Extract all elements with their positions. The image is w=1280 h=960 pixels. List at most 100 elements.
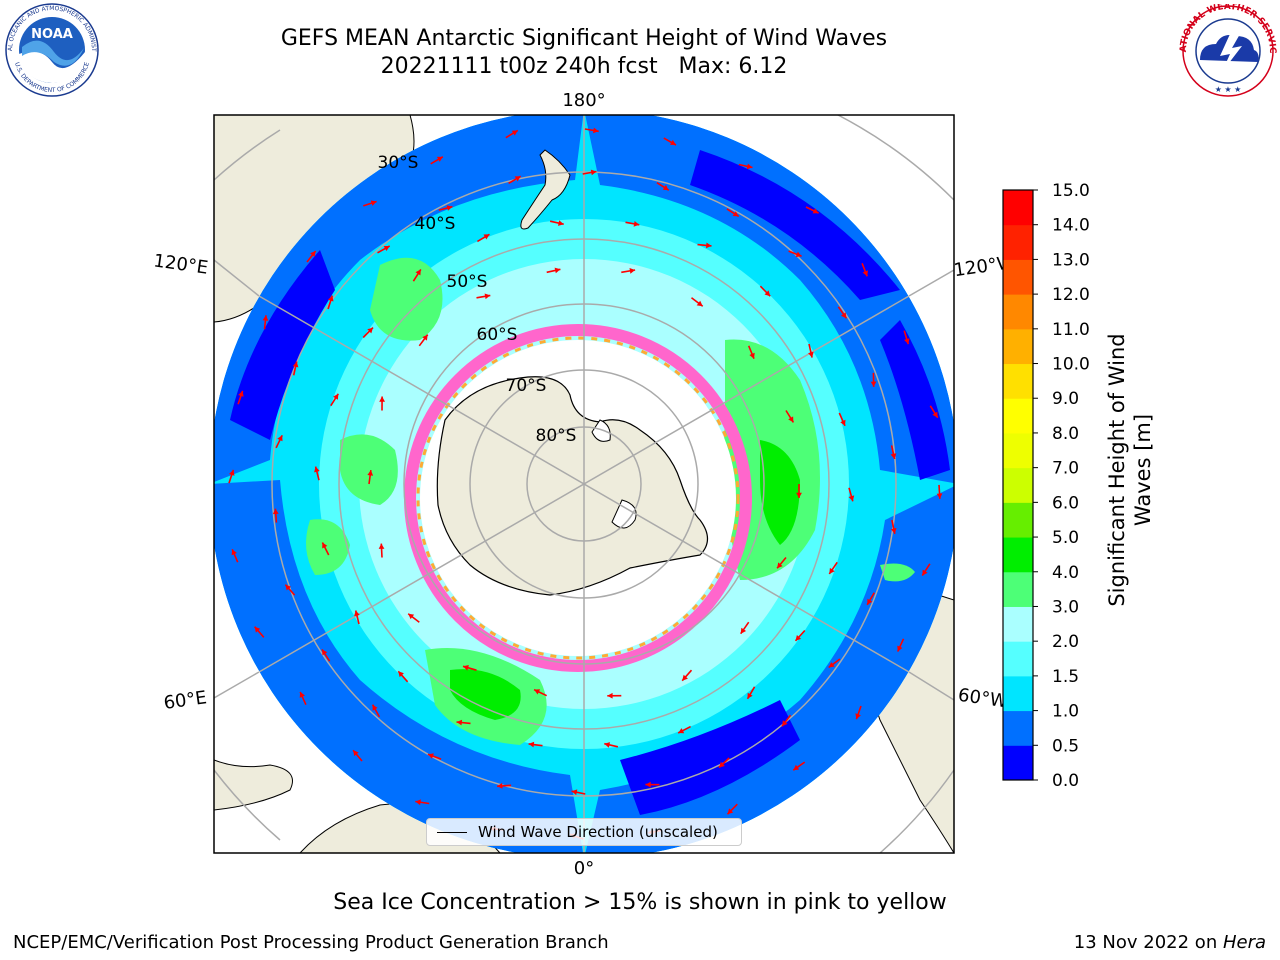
wave-direction-arrow-head [463, 665, 469, 671]
footer-host: Hera [1222, 932, 1266, 953]
wave-direction-arrow-head [727, 808, 734, 815]
wave-direction-arrow-head [299, 691, 305, 698]
colorbar-segment [1003, 710, 1033, 746]
lon-label-60e: 60°E [162, 687, 208, 714]
wave-direction-arrow-head [793, 764, 800, 771]
wave-direction-arrow-head [719, 761, 725, 768]
nws-logo: NATIONAL WEATHER SERVICE ★ ★ ★ [1178, 4, 1277, 97]
colorbar-segment [1003, 675, 1033, 712]
colorbar-title: Significant Height of Wind Waves [m] [1105, 333, 1155, 607]
wave-direction-arrow-head [415, 799, 421, 806]
legend-label: Wind Wave Direction (unscaled) [478, 823, 718, 841]
lon-label-180: 180° [562, 90, 605, 111]
caption: Sea Ice Concentration > 15% is shown in … [333, 890, 947, 915]
wave-direction-arrow-head [314, 466, 320, 473]
wave-direction-arrow-head [328, 295, 334, 302]
graticule [214, 115, 954, 853]
colorbar-segment [1003, 467, 1033, 503]
wave-direction-arrow-head [534, 689, 541, 695]
wave-direction-arrow-head [848, 495, 855, 502]
wave-direction-arrow-head [645, 781, 651, 788]
wave-direction-arrow-head [378, 543, 385, 549]
wave-direction-arrow-head [670, 139, 676, 145]
lat-label-30s: 30°S [378, 153, 419, 173]
footer-credit: NCEP/EMC/Verification Post Processing Pr… [13, 932, 609, 953]
wave-direction-arrow-head [484, 293, 491, 300]
wave-direction-arrow-head [379, 396, 385, 402]
wave-direction-arrow-head [262, 315, 269, 321]
wave-direction-arrow-head [310, 251, 316, 257]
wave-direction-arrow-head [706, 242, 712, 249]
colorbar-tick-label: 13.0 [1052, 250, 1090, 270]
wave-direction-arrow-head [682, 674, 688, 681]
lon-label-0: 0° [574, 858, 594, 879]
colorbar-tick-label: 7.0 [1052, 459, 1079, 479]
colorbar-tick-label: 3.0 [1052, 597, 1079, 617]
antarctica [436, 376, 709, 596]
colorbar-segment [1003, 606, 1033, 642]
lon-label-120e: 120°E [152, 250, 209, 278]
lat-label-80s: 80°S [536, 426, 577, 446]
colorbar-segment [1003, 398, 1033, 434]
wave-direction-arrow-head [604, 742, 610, 748]
wave-direction-arrow-head [633, 221, 640, 227]
wave-direction-arrow-head [593, 127, 599, 134]
wave-direction-arrow-head [782, 720, 788, 727]
wave-direction-arrow-head [229, 469, 235, 476]
wave-direction-arrow-head [353, 750, 359, 757]
colorbar-tick-label: 8.0 [1052, 424, 1079, 444]
lon-label-60w: 60°W [957, 685, 1009, 713]
colorbar-segment [1003, 745, 1033, 781]
wave-direction-arrow-head [372, 704, 378, 711]
wave-direction-arrow-head [497, 783, 503, 789]
wave-direction-arrow-head [511, 130, 518, 136]
lat-label-50s: 50°S [447, 272, 488, 292]
wave-direction-arrow-head [514, 176, 521, 182]
colorbar-tick-label: 0.5 [1052, 736, 1079, 756]
wave-direction-arrow-head [231, 549, 237, 556]
wave-direction-arrow-head [322, 649, 328, 656]
footer-date-text: 13 Nov 2022 on [1073, 932, 1223, 953]
wave-direction-arrow-head [422, 334, 428, 341]
wave-direction-arrow-head [367, 327, 373, 334]
legend-line-swatch [437, 832, 467, 833]
wave-direction-arrow-head [746, 163, 753, 170]
wave-direction-arrow-head [383, 246, 390, 251]
wave-direction-arrow-head [254, 626, 261, 633]
colorbar-tick-label: 5.0 [1052, 528, 1079, 548]
wave-direction-arrow-head [662, 184, 669, 191]
footer-date: 13 Nov 2022 on Hera [1074, 932, 1266, 953]
wave-direction-arrow-head [285, 584, 291, 591]
colorbar-tick-label: 1.5 [1052, 667, 1079, 687]
wave-direction-arrow-head [747, 692, 753, 699]
wave-direction-arrow-head [897, 645, 903, 652]
wave-direction-arrow-head [354, 610, 360, 617]
colorbar-segment [1003, 190, 1033, 226]
wave-direction-arrow-head [696, 300, 703, 307]
wave-direction-arrow-head [238, 390, 244, 397]
colorbar-tick-label: 9.0 [1052, 389, 1079, 409]
colorbar-segment [1003, 432, 1033, 469]
wave-direction-arrow-head [777, 562, 783, 569]
colorbar-tick-label: 6.0 [1052, 493, 1079, 513]
wave-direction-arrow-head [272, 508, 279, 515]
wave-direction-arrow-head [904, 338, 910, 345]
wave-direction-arrow-head [483, 234, 490, 240]
wave-direction-arrow-head [456, 719, 463, 726]
wave-direction-arrow-head [862, 270, 868, 277]
wave-direction-arrow-head [890, 528, 897, 534]
wave-direction-arrow-head [922, 569, 928, 576]
map-title: GEFS MEAN Antarctic Significant Height o… [280, 26, 888, 51]
wave-direction-arrow-head [322, 542, 328, 549]
wave-direction-arrow-head [829, 567, 835, 574]
colorbar-frame [1002, 189, 1034, 781]
wave-direction-arrow-head [367, 470, 374, 476]
colorbar-tick-label: 1.0 [1052, 702, 1079, 722]
wave-direction-arrow-head [370, 200, 377, 206]
wave-direction-arrow-head [554, 267, 561, 274]
wind-wave-direction-arrows [228, 127, 943, 840]
wave-direction-arrow-head [870, 381, 877, 387]
wave-direction-arrow-head [795, 251, 802, 257]
wave-direction-arrow-head [571, 789, 578, 796]
map-frame [213, 114, 955, 854]
